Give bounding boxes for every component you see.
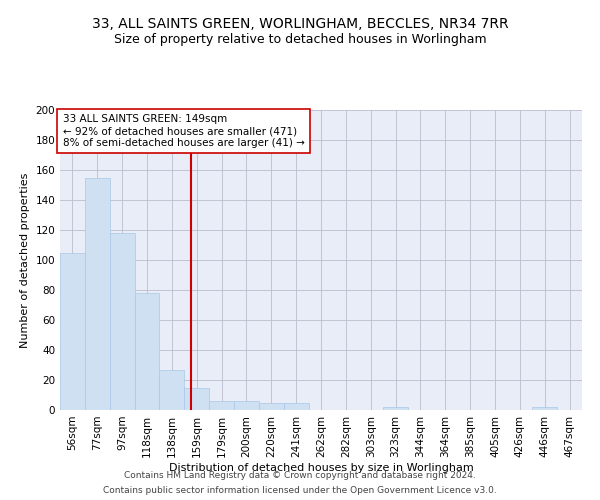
X-axis label: Distribution of detached houses by size in Worlingham: Distribution of detached houses by size … bbox=[169, 462, 473, 472]
Y-axis label: Number of detached properties: Number of detached properties bbox=[20, 172, 30, 348]
Bar bbox=[284, 402, 308, 410]
Text: 33, ALL SAINTS GREEN, WORLINGHAM, BECCLES, NR34 7RR: 33, ALL SAINTS GREEN, WORLINGHAM, BECCLE… bbox=[92, 18, 508, 32]
Bar bbox=[184, 388, 209, 410]
Bar bbox=[383, 407, 408, 410]
Text: Size of property relative to detached houses in Worlingham: Size of property relative to detached ho… bbox=[113, 32, 487, 46]
Bar bbox=[85, 178, 110, 410]
Bar bbox=[134, 293, 160, 410]
Text: Contains HM Land Registry data © Crown copyright and database right 2024.: Contains HM Land Registry data © Crown c… bbox=[124, 471, 476, 480]
Bar bbox=[234, 401, 259, 410]
Bar bbox=[160, 370, 184, 410]
Text: Contains public sector information licensed under the Open Government Licence v3: Contains public sector information licen… bbox=[103, 486, 497, 495]
Bar bbox=[209, 401, 234, 410]
Bar bbox=[259, 402, 284, 410]
Bar bbox=[110, 233, 134, 410]
Bar bbox=[532, 407, 557, 410]
Bar bbox=[60, 252, 85, 410]
Text: 33 ALL SAINTS GREEN: 149sqm
← 92% of detached houses are smaller (471)
8% of sem: 33 ALL SAINTS GREEN: 149sqm ← 92% of det… bbox=[62, 114, 304, 148]
